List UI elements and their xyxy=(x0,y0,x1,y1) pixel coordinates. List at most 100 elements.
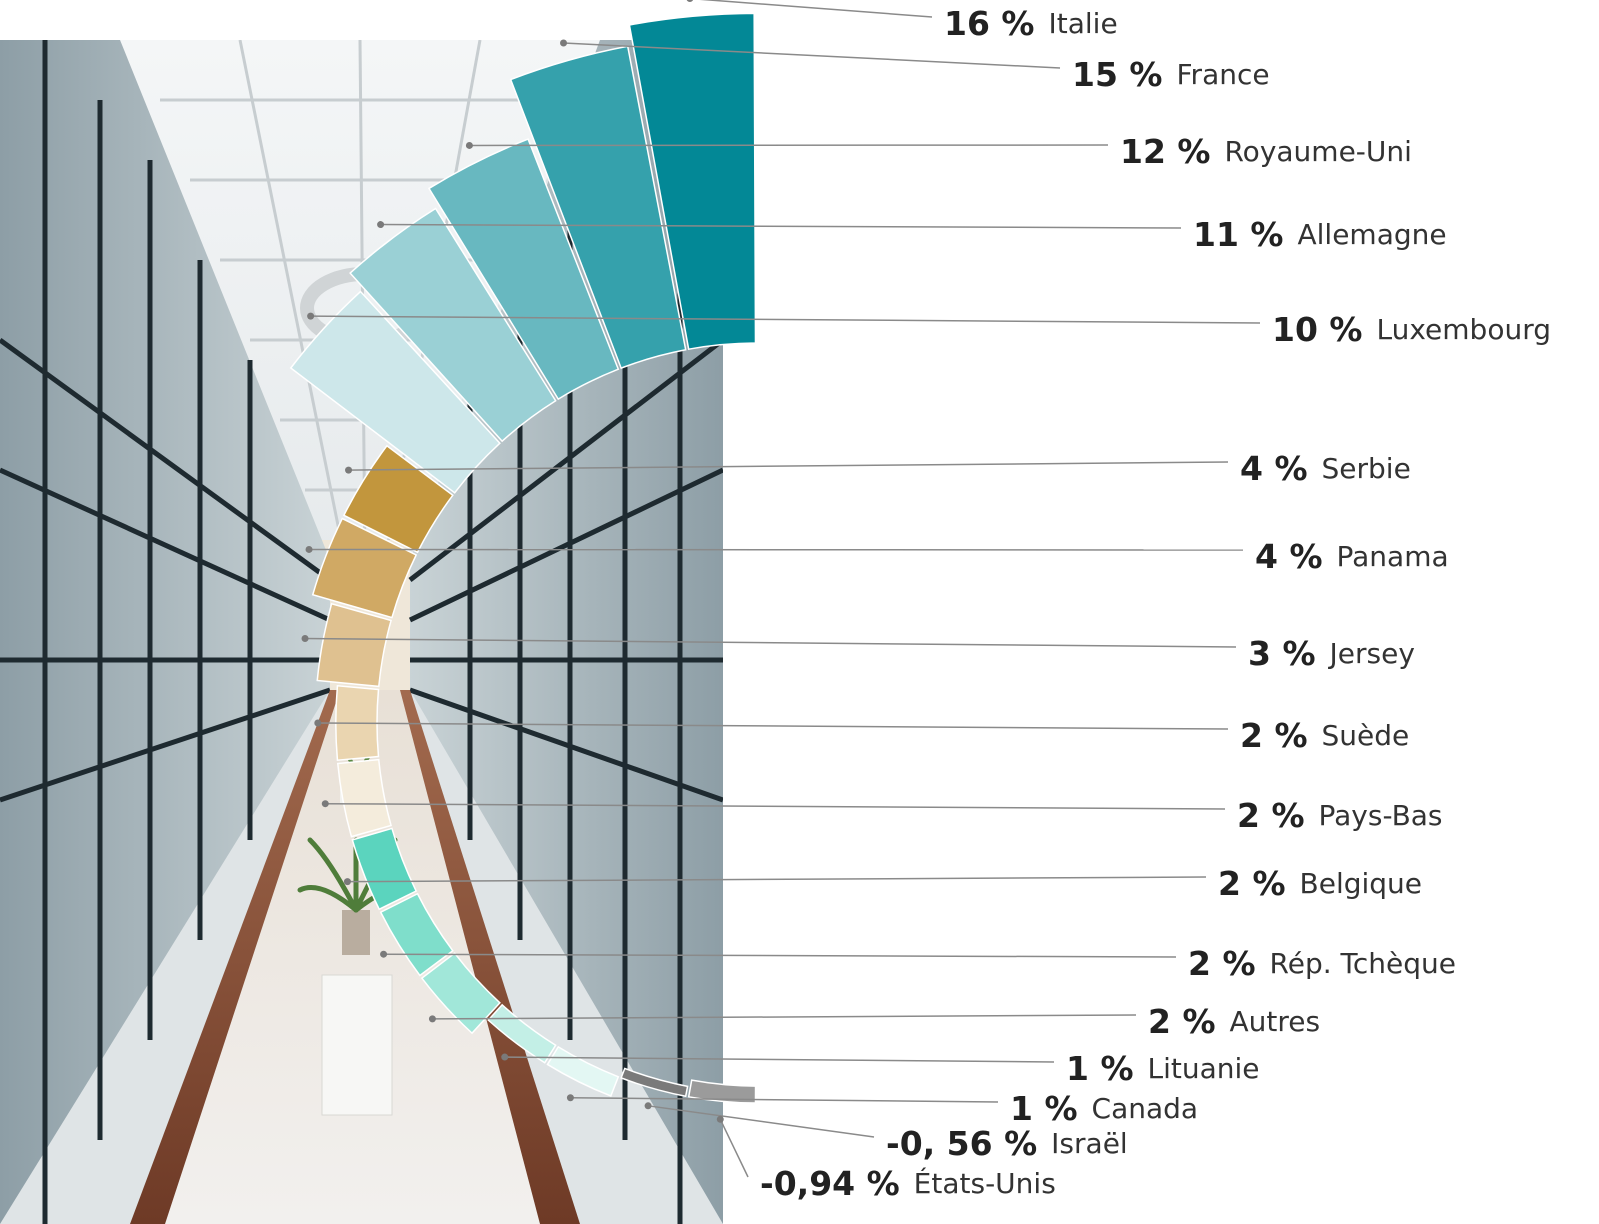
category-label-france: France xyxy=(1176,58,1269,91)
value-label-luxembourg: 10 % xyxy=(1272,310,1362,349)
leader-dot-france xyxy=(560,39,568,47)
bar-luxembourg xyxy=(289,290,501,494)
value-label-belgique: 2 % xyxy=(1218,864,1286,903)
label-autres: 2 % Autres xyxy=(1148,1002,1320,1041)
category-label-panama: Panama xyxy=(1337,540,1449,573)
label-canada: 1 % Canada xyxy=(1010,1089,1198,1128)
value-label-serbie: 4 % xyxy=(1240,449,1308,488)
leader-line-italie xyxy=(699,0,933,18)
leader-line-jersey xyxy=(305,637,1237,648)
bar-lituanie xyxy=(487,1003,557,1064)
category-label-rep-tcheque: Rép. Tchèque xyxy=(1270,947,1456,980)
label-israel: -0, 56 % Israël xyxy=(886,1124,1128,1163)
bar-canada xyxy=(546,1045,620,1097)
leader-dot-autres xyxy=(428,1015,436,1023)
bar-belgique xyxy=(351,827,418,911)
label-italie: 16 % Italie xyxy=(944,4,1118,43)
category-label-allemagne: Allemagne xyxy=(1297,218,1446,251)
leader-line-pays-bas xyxy=(325,802,1226,810)
category-label-royaume-uni: Royaume-Uni xyxy=(1224,135,1411,168)
leader-dot-serbie xyxy=(345,466,353,474)
value-label-lituanie: 1 % xyxy=(1066,1049,1134,1088)
leader-dot-panama xyxy=(305,545,313,553)
label-rep-tcheque: 2 % Rép. Tchèque xyxy=(1188,944,1456,983)
leader-dot-allemagne xyxy=(377,221,385,229)
leader-line-panama xyxy=(309,548,1244,551)
category-label-luxembourg: Luxembourg xyxy=(1376,313,1551,346)
value-label-suede: 2 % xyxy=(1240,716,1308,755)
category-label-belgique: Belgique xyxy=(1300,867,1423,900)
label-suede: 2 % Suède xyxy=(1240,716,1409,755)
leader-line-etats-unis xyxy=(719,1118,749,1178)
leader-line-suede xyxy=(317,722,1229,730)
category-label-suede: Suède xyxy=(1322,719,1410,752)
leader-dot-etats-unis xyxy=(716,1115,724,1123)
category-label-canada: Canada xyxy=(1092,1092,1199,1125)
bar-autres xyxy=(420,952,501,1035)
leader-dot-israel xyxy=(644,1102,652,1110)
bar-pays-bas xyxy=(336,758,393,838)
label-panama: 4 % Panama xyxy=(1255,537,1449,576)
leader-dot-belgique xyxy=(343,878,351,886)
leader-line-serbie xyxy=(348,461,1229,471)
value-label-autres: 2 % xyxy=(1148,1002,1216,1041)
chart-bars xyxy=(289,12,757,1104)
leader-line-lituanie xyxy=(504,1056,1055,1063)
category-label-serbie: Serbie xyxy=(1322,452,1411,485)
label-etats-unis: -0,94 % États-Unis xyxy=(760,1164,1056,1203)
leader-dot-pays-bas xyxy=(321,800,329,808)
category-label-lituanie: Lituanie xyxy=(1148,1052,1260,1085)
label-belgique: 2 % Belgique xyxy=(1218,864,1422,903)
value-label-israel: -0, 56 % xyxy=(886,1124,1037,1163)
leader-dot-lituanie xyxy=(501,1053,509,1061)
chart-leader-lines xyxy=(301,0,1261,1178)
leader-dot-canada xyxy=(566,1094,574,1102)
value-label-rep-tcheque: 2 % xyxy=(1188,944,1256,983)
value-label-panama: 4 % xyxy=(1255,537,1323,576)
bar-israel xyxy=(620,1067,689,1098)
label-france: 15 % France xyxy=(1072,55,1270,94)
leader-dot-rep-tcheque xyxy=(380,950,388,958)
label-royaume-uni: 12 % Royaume-Uni xyxy=(1120,132,1412,171)
category-label-autres: Autres xyxy=(1230,1005,1321,1038)
chart-labels: 16 % Italie 15 % France 12 % Royaume-Uni 11 % A… xyxy=(760,4,1551,1203)
label-lituanie: 1 % Lituanie xyxy=(1066,1049,1260,1088)
value-label-italie: 16 % xyxy=(944,4,1034,43)
bar-panama xyxy=(311,517,418,619)
leader-line-autres xyxy=(432,1014,1137,1020)
leader-dot-royaume-uni xyxy=(465,141,473,149)
leader-line-canada xyxy=(570,1096,999,1103)
value-label-allemagne: 11 % xyxy=(1193,215,1283,254)
category-label-italie: Italie xyxy=(1048,7,1117,40)
bar-jersey xyxy=(316,602,393,688)
leader-dot-suede xyxy=(314,719,322,727)
leader-line-israel xyxy=(647,1105,875,1138)
category-label-israel: Israël xyxy=(1051,1127,1128,1160)
bar-allemagne xyxy=(349,207,557,443)
label-pays-bas: 2 % Pays-Bas xyxy=(1237,796,1443,835)
label-jersey: 3 % Jersey xyxy=(1248,634,1415,673)
value-label-jersey: 3 % xyxy=(1248,634,1316,673)
leader-line-france xyxy=(563,42,1061,69)
category-label-jersey: Jersey xyxy=(1328,637,1415,670)
leader-dot-jersey xyxy=(301,635,309,643)
leader-dot-luxembourg xyxy=(307,312,315,320)
value-label-etats-unis: -0,94 % xyxy=(760,1164,900,1203)
value-label-royaume-uni: 12 % xyxy=(1120,132,1210,171)
leader-line-luxembourg xyxy=(310,315,1261,324)
leader-line-allemagne xyxy=(380,223,1182,229)
leader-line-rep-tcheque xyxy=(383,953,1177,958)
category-label-etats-unis: États-Unis xyxy=(914,1166,1056,1200)
bar-italie xyxy=(628,12,757,351)
leader-line-belgique xyxy=(347,876,1207,883)
bar-serbie xyxy=(342,444,454,554)
category-label-pays-bas: Pays-Bas xyxy=(1319,799,1443,832)
label-allemagne: 11 % Allemagne xyxy=(1193,215,1447,254)
value-label-pays-bas: 2 % xyxy=(1237,796,1305,835)
value-label-canada: 1 % xyxy=(1010,1089,1078,1128)
leader-dot-italie xyxy=(686,0,694,3)
value-label-france: 15 % xyxy=(1072,55,1162,94)
label-serbie: 4 % Serbie xyxy=(1240,449,1411,488)
label-luxembourg: 10 % Luxembourg xyxy=(1272,310,1551,349)
